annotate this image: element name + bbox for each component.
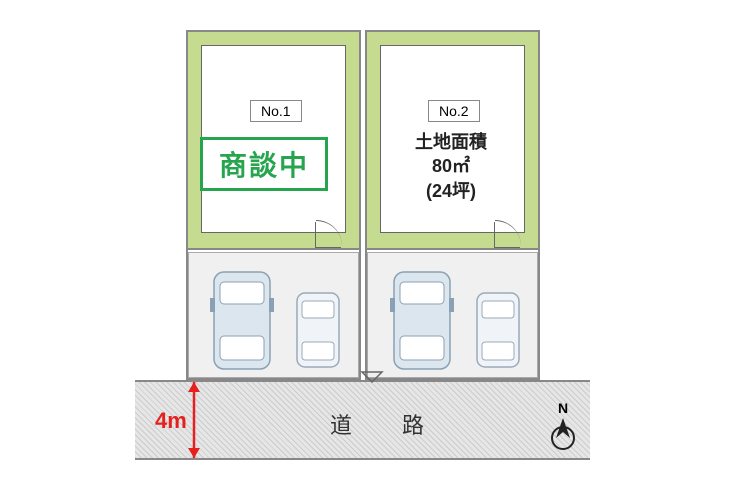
lot1-status-badge: 商談中 [200,137,328,191]
lot2-car-small [472,290,524,370]
lot1-car-small [292,290,344,370]
area-line-1: 土地面積 [415,130,487,154]
compass-icon: N [548,400,578,455]
lot2-area-text: 土地面積 80㎡ (24坪) [415,130,487,203]
lot1-label: No.1 [250,100,302,122]
compass-n-label: N [548,400,578,416]
lot2-car-large [388,268,456,373]
road-width-label: 4m [155,408,187,434]
site-plan: No.1 商談中 No.2 土地面積 80㎡ (24坪) 道 路 4m [0,0,735,500]
area-line-3: (24坪) [415,179,487,203]
lot1-door-icon [315,222,341,248]
area-line-2: 80㎡ [415,154,487,178]
lot2-door-icon [494,222,520,248]
lot1-car-large [208,268,276,373]
road-label: 道 路 [330,408,438,440]
lot2-label: No.2 [428,100,480,122]
